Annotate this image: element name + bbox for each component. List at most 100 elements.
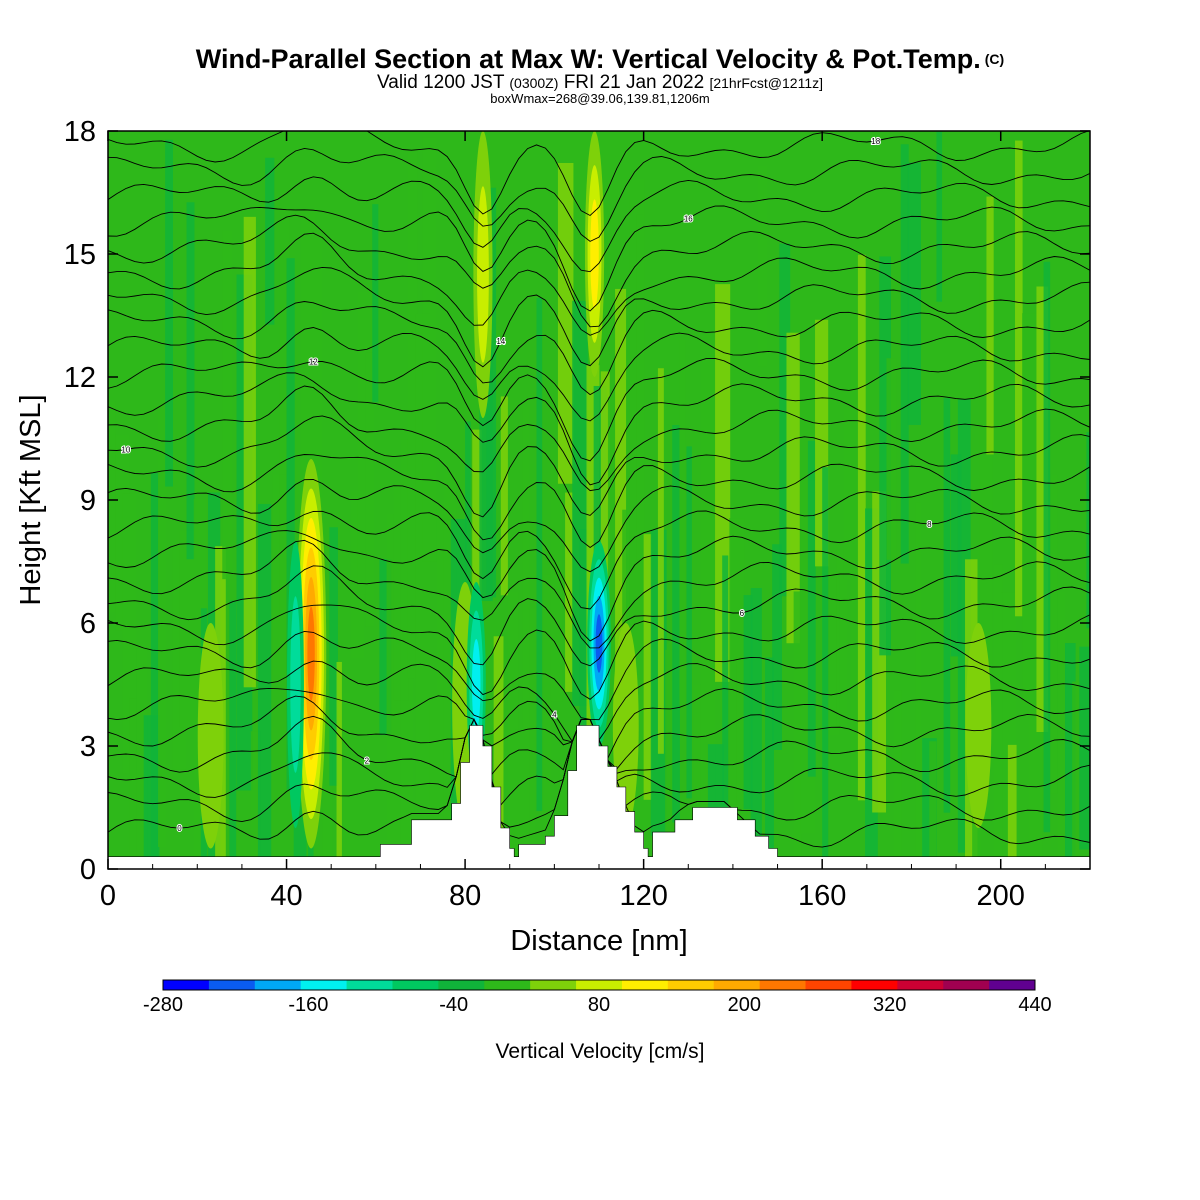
contour-label: 4 xyxy=(552,710,557,719)
downdraft-core xyxy=(290,596,301,773)
velocity-streak xyxy=(772,544,782,751)
colorbar-tick-label: -160 xyxy=(288,994,328,1016)
theta-contour xyxy=(108,176,1090,273)
chart-title-block: Wind-Parallel Section at Max W: Vertical… xyxy=(0,44,1200,105)
velocity-streak xyxy=(700,333,716,869)
forecast-info: [21hrFcst@1211z] xyxy=(709,75,824,91)
velocity-streak xyxy=(536,297,543,811)
velocity-streak xyxy=(643,534,652,800)
theta-contour xyxy=(108,205,1090,312)
velocity-streak xyxy=(257,503,272,869)
theta-contour xyxy=(108,147,1090,242)
updraft-core xyxy=(590,199,599,309)
chart-title-text: Wind-Parallel Section at Max W: Vertical… xyxy=(195,44,981,74)
velocity-streak xyxy=(379,559,392,736)
velocity-streak xyxy=(829,571,840,736)
velocity-streak xyxy=(222,230,233,580)
colorbar-swatch xyxy=(392,980,439,990)
velocity-streak xyxy=(936,131,943,302)
velocity-streak xyxy=(329,527,338,786)
colorbar-swatch xyxy=(989,980,1036,990)
velocity-streak xyxy=(1050,474,1058,794)
y-axis-label: Height [Kft MSL] xyxy=(15,394,47,605)
x-tick-label: 200 xyxy=(977,880,1025,912)
velocity-streak xyxy=(636,214,643,560)
contour-label: 10 xyxy=(121,445,130,454)
velocity-streak xyxy=(108,401,116,613)
updraft-core xyxy=(197,623,224,849)
velocity-streak xyxy=(229,600,237,869)
updraft-core xyxy=(307,606,315,701)
updraft-core xyxy=(612,623,639,828)
colorbar-swatch xyxy=(346,980,393,990)
theta-contour xyxy=(108,266,1090,368)
colorbar-swatch xyxy=(713,980,761,990)
contour-label: 16 xyxy=(684,214,693,223)
velocity-streak xyxy=(365,352,375,627)
contour-label: 6 xyxy=(740,609,745,618)
y-tick-label: 18 xyxy=(64,116,96,148)
velocity-streak xyxy=(786,332,800,644)
theta-contour xyxy=(108,385,1090,492)
updraft-core xyxy=(477,186,489,363)
theta-contour xyxy=(108,357,1090,462)
velocity-streak xyxy=(929,741,937,869)
valid-utc: (0300Z) xyxy=(509,75,559,91)
theta-contour xyxy=(108,232,1090,336)
colorbar-swatch xyxy=(530,980,577,990)
plot-area: 0 2 4 6 8 10 12 14 16 18 xyxy=(108,131,1090,869)
colorbar-swatch xyxy=(254,980,302,990)
terrain xyxy=(108,725,1090,869)
colorbar-swatch xyxy=(576,980,623,990)
colorbar-swatch xyxy=(484,980,531,990)
velocity-streak xyxy=(300,211,316,470)
velocity-streak xyxy=(407,151,418,679)
theta-contour xyxy=(108,372,1090,486)
colorbar-frame xyxy=(162,979,1036,991)
velocity-streak xyxy=(793,591,802,869)
velocity-streak xyxy=(1072,681,1080,869)
y-tick-label: 3 xyxy=(80,731,96,763)
velocity-streak xyxy=(822,467,829,869)
colorbar-swatch xyxy=(300,980,348,990)
velocity-streak xyxy=(186,202,195,560)
theta-contour xyxy=(108,214,1090,328)
velocity-streak xyxy=(900,144,909,564)
contour-label: 14 xyxy=(496,337,505,346)
velocity-streak xyxy=(686,446,692,799)
velocity-streak xyxy=(915,502,922,869)
colorbar-tick-label: 320 xyxy=(873,994,906,1016)
theta-contour xyxy=(108,479,1090,573)
velocity-streak xyxy=(950,454,962,657)
velocity-streak xyxy=(250,731,261,869)
velocity-streak xyxy=(879,256,891,656)
velocity-streak xyxy=(157,407,167,848)
y-tick-label: 0 xyxy=(80,854,96,886)
velocity-streak xyxy=(850,314,858,793)
velocity-streak xyxy=(150,472,159,869)
velocity-streak xyxy=(507,591,519,869)
theta-contour xyxy=(108,454,1090,549)
downdraft-core xyxy=(471,638,481,731)
colorbar-tick-label: 80 xyxy=(588,994,610,1016)
colorbar-swatch xyxy=(897,980,944,990)
velocity-streak xyxy=(993,564,1003,869)
y-tick-label: 12 xyxy=(64,362,96,394)
velocity-streak xyxy=(543,574,552,869)
velocity-streak xyxy=(665,649,674,869)
y-tick-label: 15 xyxy=(64,239,96,271)
valid-date: FRI 21 Jan 2022 xyxy=(563,72,705,93)
colorbar-tick-label: 200 xyxy=(728,994,761,1016)
velocity-streak xyxy=(493,636,504,869)
theta-contour xyxy=(108,131,1090,217)
box-wmax-info: boxWmax=268@39.06,139.81,1206m xyxy=(490,91,710,106)
velocity-streak xyxy=(136,648,148,869)
velocity-streak xyxy=(422,137,437,562)
velocity-streak xyxy=(757,165,768,367)
velocity-streak xyxy=(607,397,618,613)
velocity-streak xyxy=(886,358,897,560)
velocity-streak xyxy=(1015,140,1023,617)
theta-contour xyxy=(108,630,1090,721)
velocity-streak xyxy=(465,421,471,715)
theta-contour xyxy=(108,301,1090,396)
